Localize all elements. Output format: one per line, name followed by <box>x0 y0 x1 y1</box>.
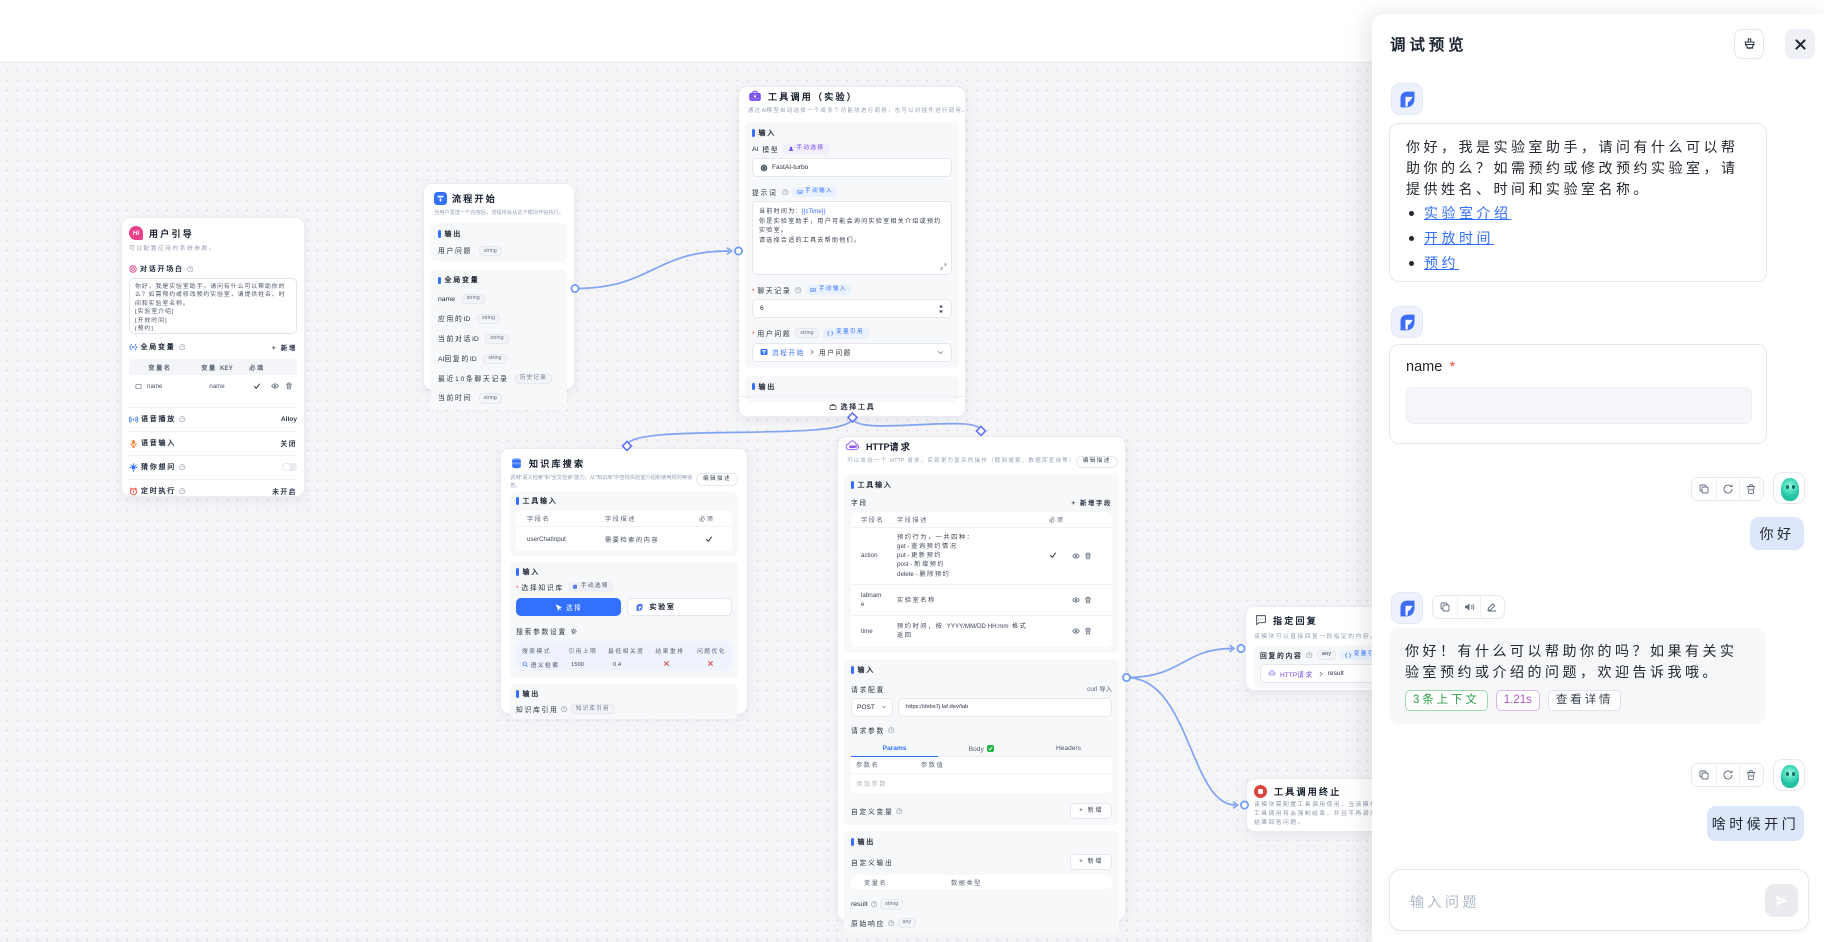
svg-text:HTTP: HTTP <box>850 446 858 448</box>
